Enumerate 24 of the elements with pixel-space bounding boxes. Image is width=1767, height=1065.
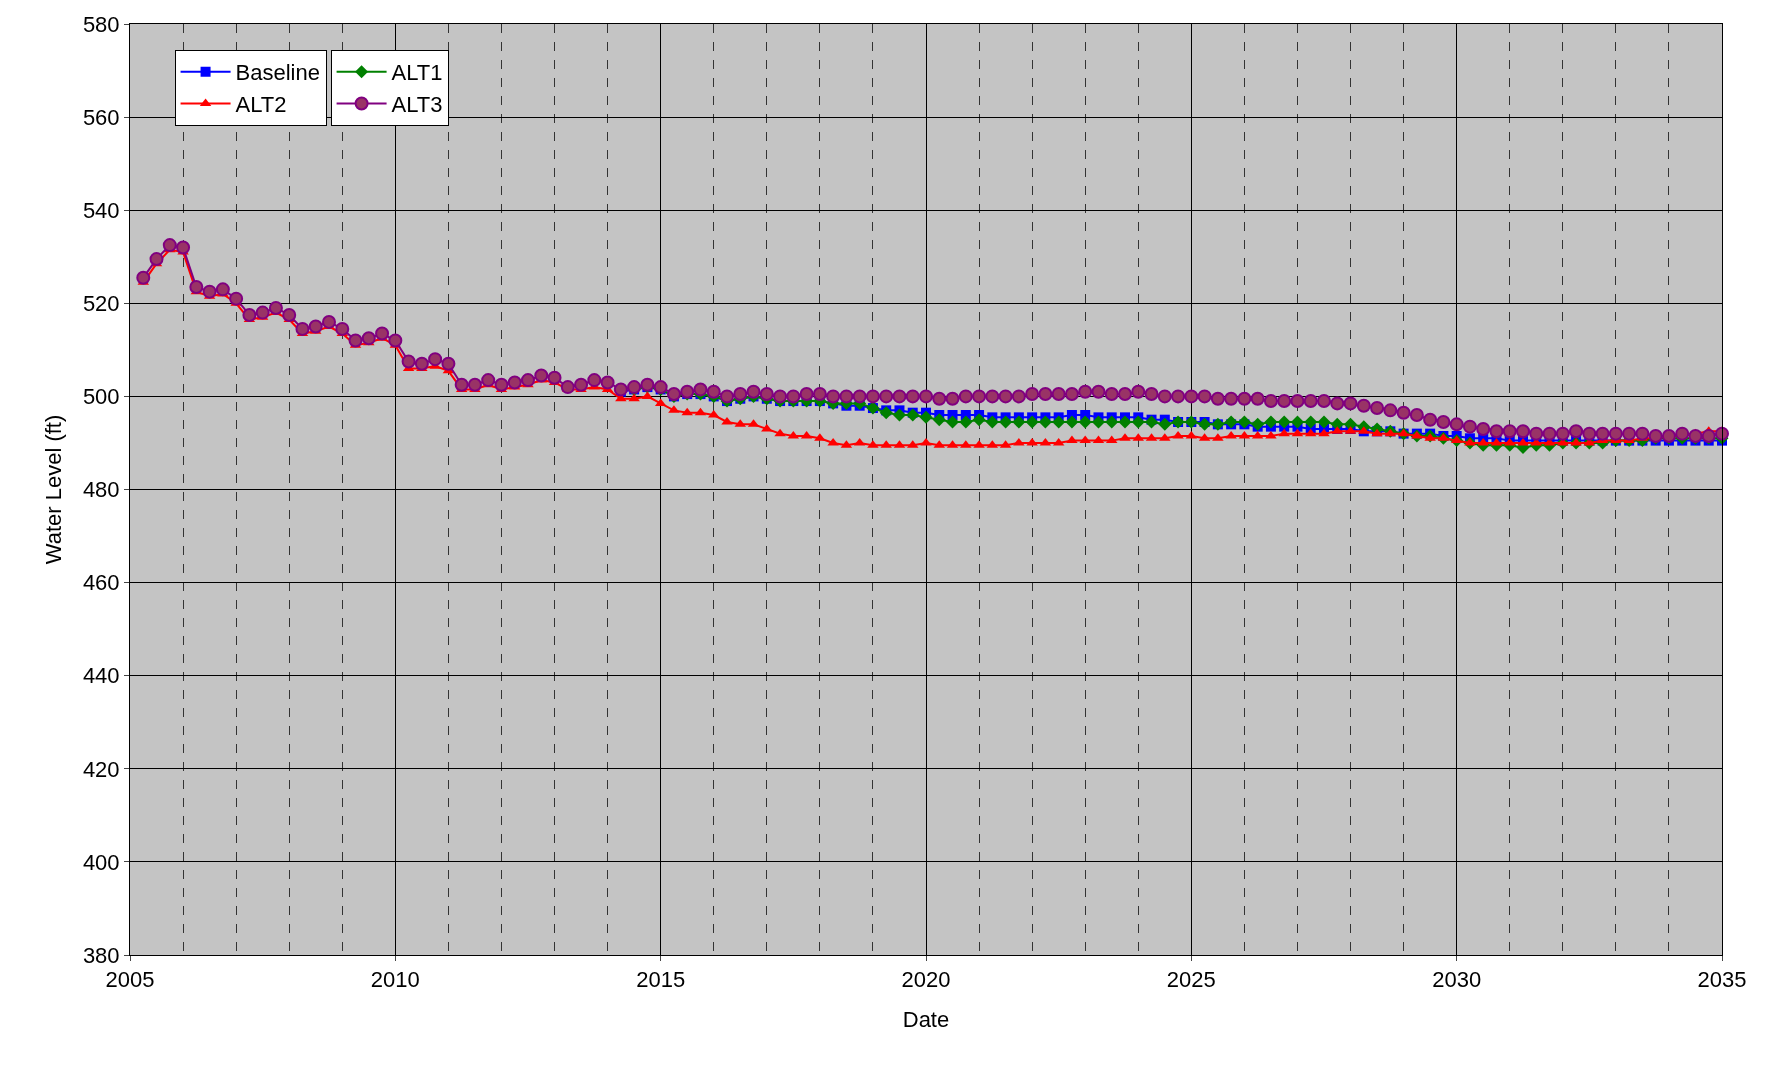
y-tick-label: 540 — [82, 197, 120, 223]
y-tick-label: 480 — [82, 477, 120, 503]
y-tick-label: 520 — [82, 291, 120, 316]
y-tick-label: 400 — [82, 849, 120, 875]
y-tick-label: 500 — [82, 384, 120, 410]
x-tick-label: 2020 — [901, 967, 951, 993]
legend-label: ALT3 — [391, 92, 443, 118]
y-tick-label: 440 — [82, 663, 120, 689]
x-tick-label: 2015 — [636, 967, 686, 993]
legend-label: ALT2 — [235, 92, 287, 118]
x-axis-title: Date — [902, 1007, 950, 1033]
x-tick-label: 2010 — [370, 967, 420, 993]
legend-label: ALT1 — [391, 60, 443, 86]
y-tick-label: 460 — [82, 570, 120, 596]
x-tick-label: 2005 — [105, 967, 155, 993]
y-tick-label: 420 — [82, 756, 120, 782]
x-tick-label: 2025 — [1166, 967, 1216, 993]
y-tick-label: 560 — [82, 104, 120, 130]
y-tick-label: 580 — [82, 11, 120, 37]
y-axis-title: Water Level (ft) — [40, 414, 66, 565]
x-tick-label: 2035 — [1697, 967, 1747, 993]
x-tick-label: 2030 — [1432, 967, 1482, 993]
y-tick-label: 380 — [82, 942, 120, 968]
legend-label: Baseline — [235, 60, 320, 86]
